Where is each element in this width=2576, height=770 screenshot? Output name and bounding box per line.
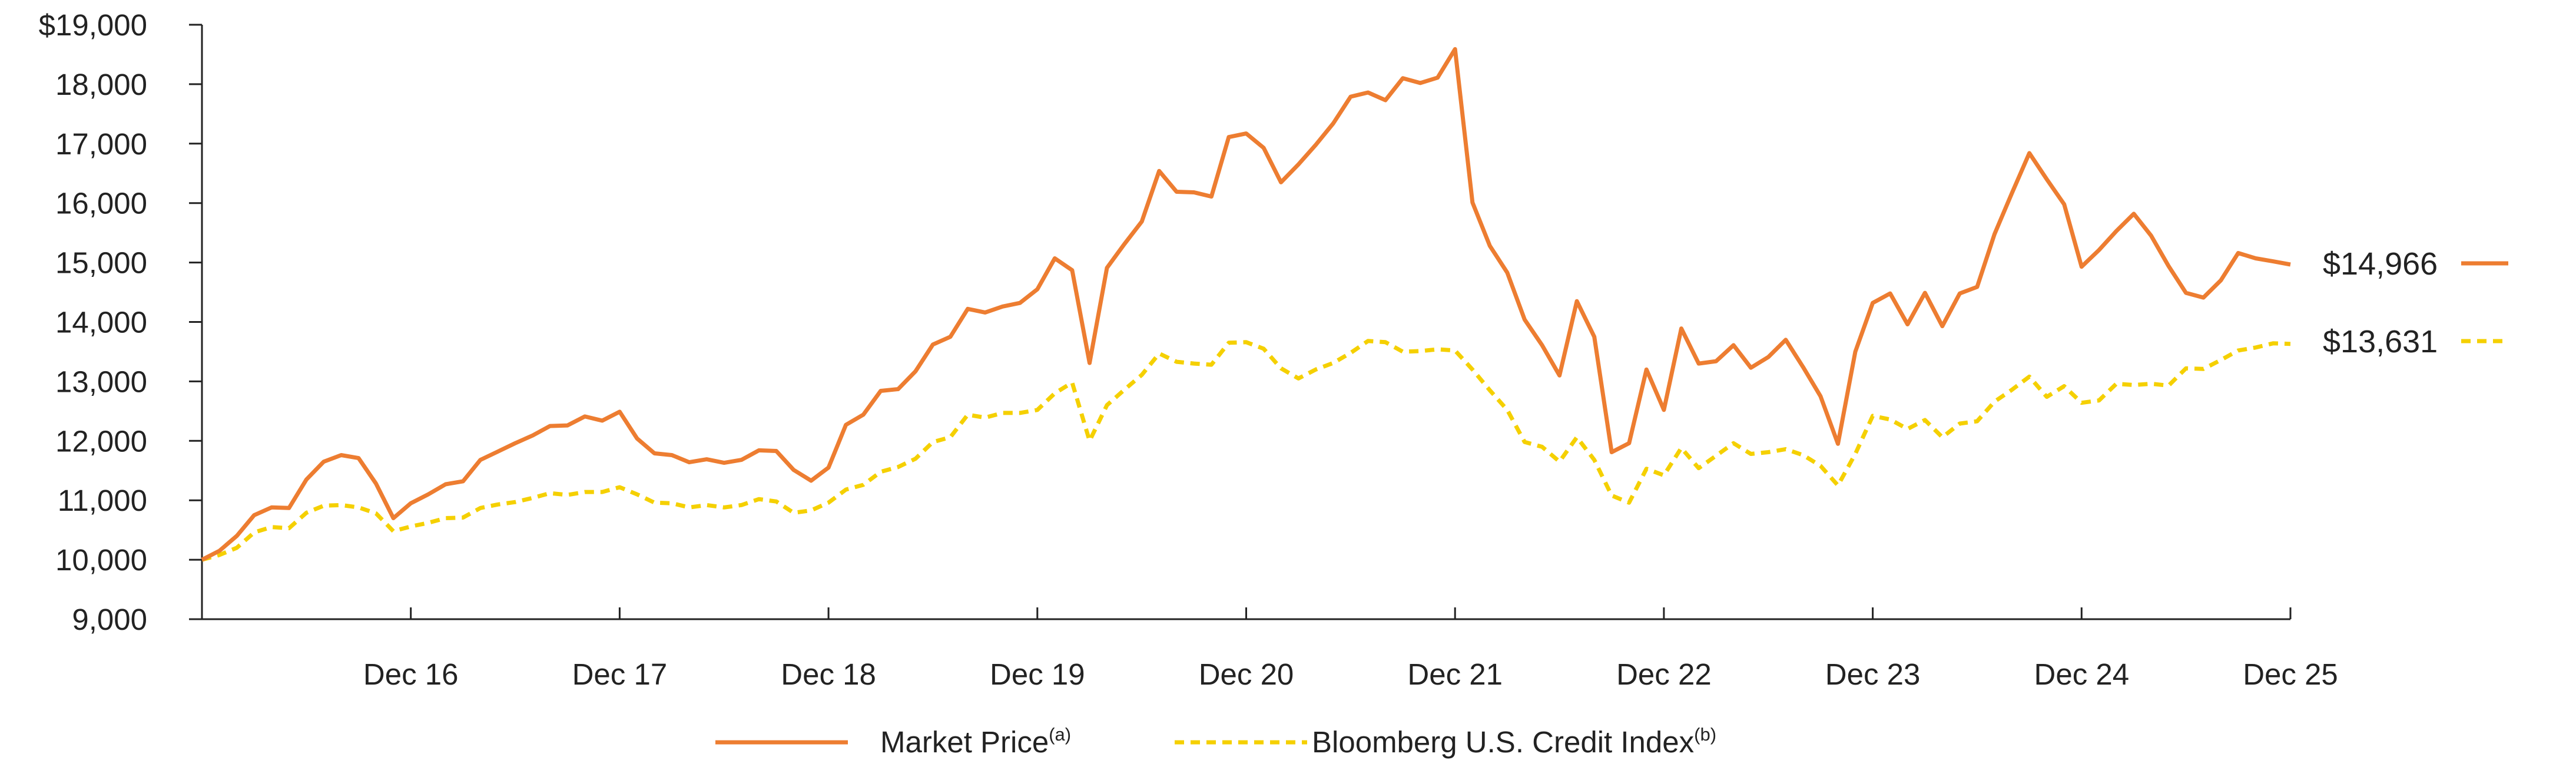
y-tick-label: 10,000 — [55, 543, 147, 577]
legend-credit-index-text: Bloomberg U.S. Credit Index — [1312, 725, 1694, 759]
x-tick-label: Dec 23 — [1825, 657, 1921, 691]
x-tick-label: Dec 16 — [363, 657, 459, 691]
legend: Market Price(a) Bloomberg U.S. Credit In… — [715, 724, 1716, 759]
legend-label-credit-index: Bloomberg U.S. Credit Index(b) — [1312, 724, 1716, 759]
series-line-bloomberg-u-s-credit-index — [201, 339, 2291, 562]
x-tick-label: Dec 19 — [990, 657, 1085, 691]
y-tick-label: 13,000 — [55, 365, 147, 398]
x-axis-ticks: Dec 16 Dec 17 Dec 18 Dec 19 Dec 20 Dec 21 Dec … — [363, 607, 2338, 691]
y-tick-label: 16,000 — [55, 187, 147, 220]
y-tick-label: 18,000 — [55, 68, 147, 101]
y-tick-label: 15,000 — [55, 246, 147, 280]
x-tick-label: Dec 25 — [2243, 657, 2338, 691]
x-tick-label: Dec 18 — [781, 657, 876, 691]
y-tick-label: 11,000 — [58, 484, 147, 517]
series-line-market-price — [201, 47, 2291, 562]
legend-credit-index-sup: (b) — [1694, 724, 1716, 745]
x-tick-label: Dec 20 — [1199, 657, 1294, 691]
x-tick-label: Dec 24 — [2034, 657, 2130, 691]
axes — [201, 25, 2290, 620]
y-tick-label: 12,000 — [55, 424, 147, 458]
x-tick-label: Dec 22 — [1616, 657, 1712, 691]
series-layer — [201, 47, 2291, 562]
y-tick-label: $19,000 — [39, 8, 147, 42]
y-tick-label: 17,000 — [55, 127, 147, 161]
y-axis-ticks: 9,000 10,000 11,000 12,000 13,000 14,000 15,00… — [39, 8, 202, 636]
credit-index-end-label: $13,631 — [2323, 324, 2438, 359]
legend-label-market-price: Market Price(a) — [880, 724, 1071, 759]
x-tick-label: Dec 21 — [1407, 657, 1503, 691]
x-tick-label: Dec 17 — [572, 657, 668, 691]
legend-market-price-sup: (a) — [1049, 724, 1071, 745]
market-price-end-label: $14,966 — [2323, 246, 2438, 282]
y-tick-label: 9,000 — [72, 603, 147, 636]
y-tick-label: 14,000 — [55, 306, 147, 339]
legend-market-price-text: Market Price — [880, 725, 1049, 759]
